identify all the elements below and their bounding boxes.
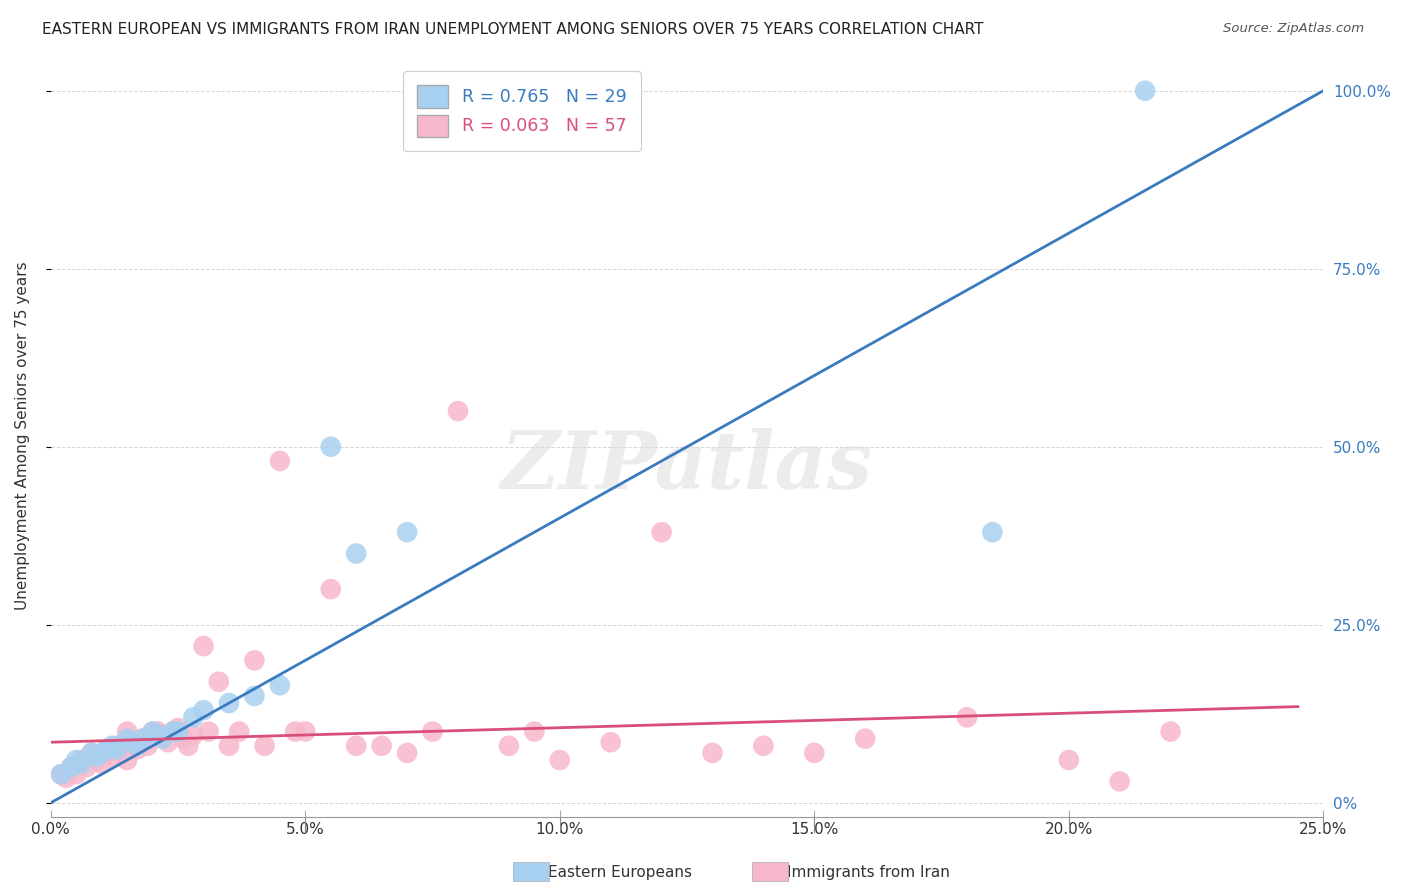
- Point: [344, 739, 367, 753]
- Point: [243, 689, 266, 703]
- Point: [752, 739, 775, 753]
- Point: [142, 724, 165, 739]
- Point: [803, 746, 825, 760]
- Point: [228, 724, 250, 739]
- Point: [548, 753, 571, 767]
- Y-axis label: Unemployment Among Seniors over 75 years: Unemployment Among Seniors over 75 years: [15, 261, 30, 610]
- Point: [253, 739, 276, 753]
- Point: [396, 746, 419, 760]
- Point: [523, 724, 546, 739]
- Text: EASTERN EUROPEAN VS IMMIGRANTS FROM IRAN UNEMPLOYMENT AMONG SENIORS OVER 75 YEAR: EASTERN EUROPEAN VS IMMIGRANTS FROM IRAN…: [42, 22, 984, 37]
- Point: [956, 710, 979, 724]
- Text: Eastern Europeans: Eastern Europeans: [548, 865, 692, 880]
- Point: [218, 696, 240, 710]
- Point: [370, 739, 392, 753]
- Point: [55, 771, 77, 785]
- Point: [167, 721, 190, 735]
- Point: [162, 724, 184, 739]
- Point: [167, 724, 190, 739]
- Point: [86, 749, 108, 764]
- Point: [90, 756, 112, 771]
- Point: [319, 440, 342, 454]
- Point: [1057, 753, 1080, 767]
- Point: [422, 724, 444, 739]
- Point: [243, 653, 266, 667]
- Point: [156, 735, 179, 749]
- Point: [96, 742, 118, 756]
- Point: [121, 735, 143, 749]
- Legend: R = 0.765   N = 29, R = 0.063   N = 57: R = 0.765 N = 29, R = 0.063 N = 57: [404, 71, 641, 151]
- Point: [80, 746, 103, 760]
- Point: [152, 728, 174, 742]
- Point: [269, 678, 291, 692]
- Point: [162, 724, 184, 739]
- Point: [127, 739, 149, 753]
- Point: [1108, 774, 1130, 789]
- Point: [981, 525, 1004, 540]
- Point: [80, 746, 103, 760]
- Point: [183, 728, 205, 742]
- Point: [105, 742, 128, 756]
- Point: [60, 760, 83, 774]
- Point: [142, 724, 165, 739]
- Point: [294, 724, 316, 739]
- Point: [177, 739, 200, 753]
- Point: [105, 739, 128, 753]
- Point: [146, 728, 169, 742]
- Point: [193, 639, 215, 653]
- Point: [49, 767, 72, 781]
- Text: Source: ZipAtlas.com: Source: ZipAtlas.com: [1223, 22, 1364, 36]
- Point: [319, 582, 342, 596]
- Point: [152, 731, 174, 746]
- Point: [853, 731, 876, 746]
- Point: [197, 724, 219, 739]
- Point: [75, 760, 97, 774]
- Point: [49, 767, 72, 781]
- Point: [127, 742, 149, 756]
- Point: [344, 547, 367, 561]
- Point: [284, 724, 307, 739]
- Point: [702, 746, 724, 760]
- Point: [60, 760, 83, 774]
- Point: [651, 525, 673, 540]
- Point: [218, 739, 240, 753]
- Point: [172, 731, 194, 746]
- Point: [131, 731, 153, 746]
- Point: [599, 735, 621, 749]
- Point: [208, 674, 231, 689]
- Point: [70, 756, 93, 771]
- Point: [65, 767, 87, 781]
- Point: [396, 525, 419, 540]
- Point: [136, 739, 159, 753]
- Text: ZIPatlas: ZIPatlas: [501, 428, 873, 505]
- Point: [498, 739, 520, 753]
- Point: [101, 739, 124, 753]
- Point: [90, 746, 112, 760]
- Text: Immigrants from Iran: Immigrants from Iran: [787, 865, 950, 880]
- Point: [115, 731, 138, 746]
- Point: [447, 404, 470, 418]
- Point: [121, 739, 143, 753]
- Point: [193, 703, 215, 717]
- Point: [70, 753, 93, 767]
- Point: [1160, 724, 1182, 739]
- Point: [269, 454, 291, 468]
- Point: [1133, 84, 1156, 98]
- Point: [115, 724, 138, 739]
- Point: [115, 753, 138, 767]
- Point: [131, 731, 153, 746]
- Point: [96, 746, 118, 760]
- Point: [183, 710, 205, 724]
- Point: [86, 753, 108, 767]
- Point: [101, 749, 124, 764]
- Point: [111, 742, 134, 756]
- Point: [65, 753, 87, 767]
- Point: [146, 724, 169, 739]
